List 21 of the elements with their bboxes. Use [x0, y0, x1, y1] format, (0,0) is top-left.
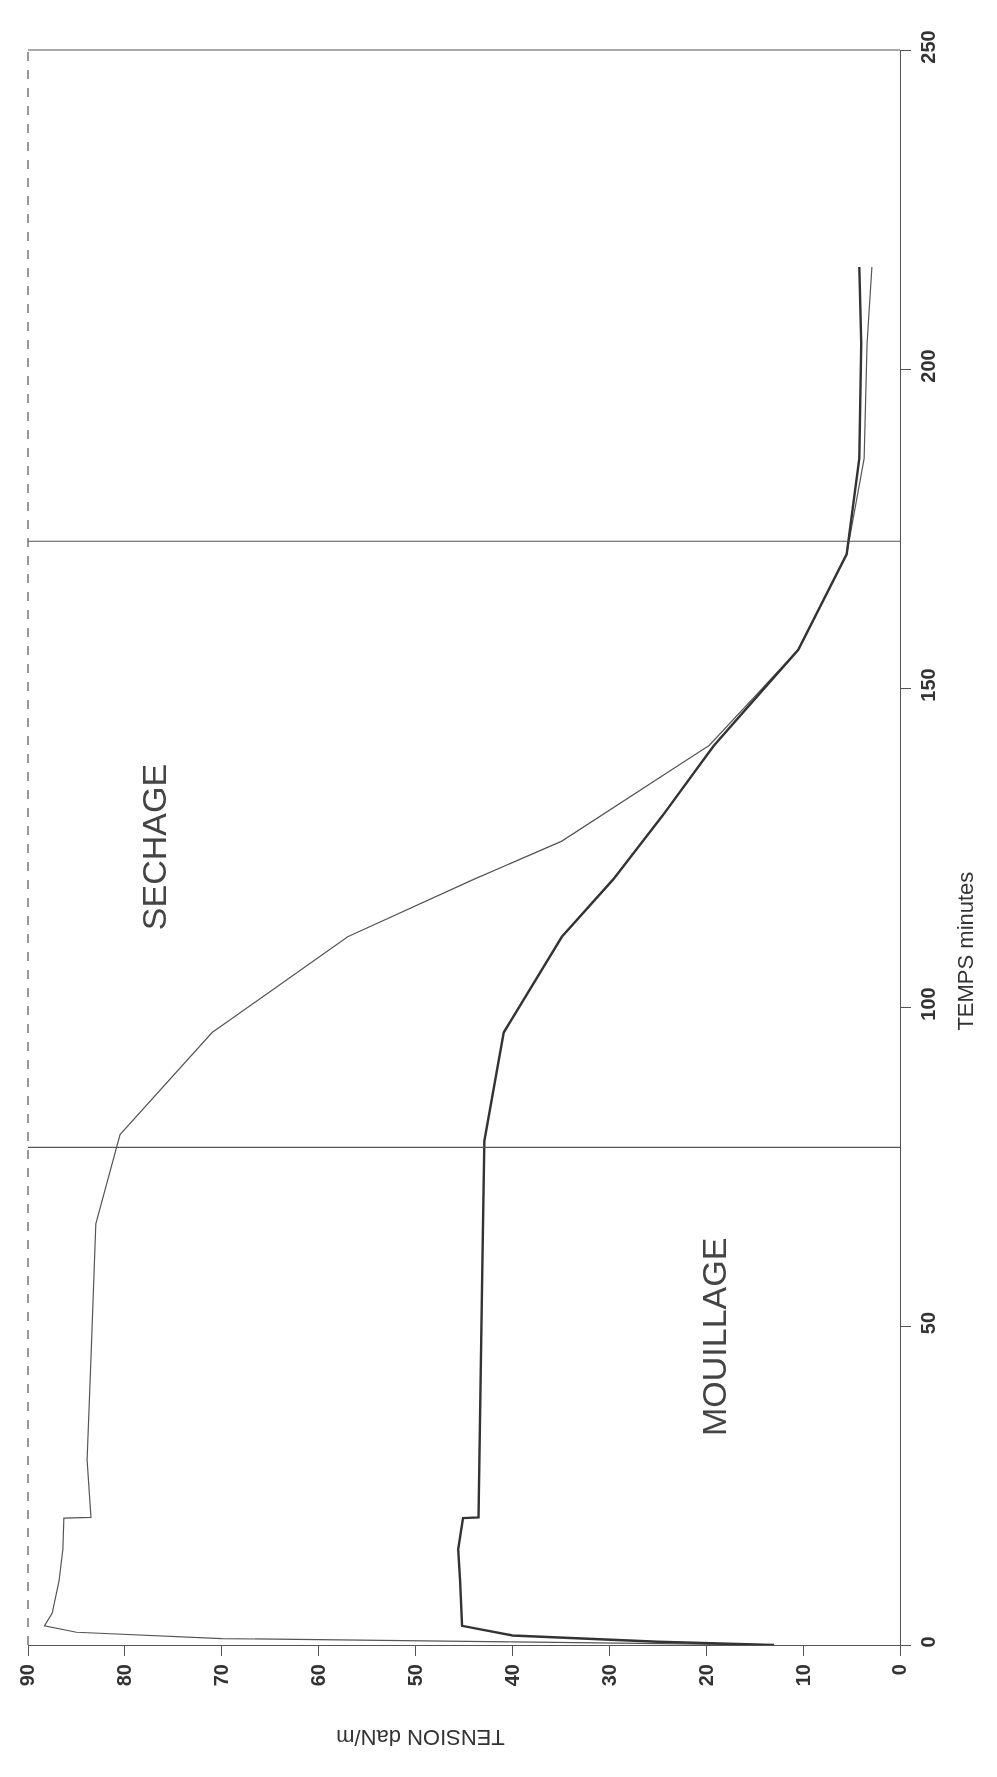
x-tick-label: 90: [16, 1664, 39, 1687]
annotation: MOUILLAGE: [694, 1237, 733, 1436]
y-tick-label: 50: [917, 1311, 940, 1335]
x-tick-label: 70: [210, 1664, 233, 1687]
y-tick-label: 200: [917, 349, 940, 383]
y-tick-label: 0: [917, 1636, 940, 1648]
x-tick-label: 50: [404, 1664, 427, 1687]
annotation: SECHAGE: [135, 763, 174, 931]
x-tick-label: 60: [307, 1664, 330, 1687]
line-series: [456, 265, 863, 1645]
y-tick-label: 150: [917, 668, 940, 702]
y-tick-label: 100: [917, 987, 940, 1021]
y-tick-label: 250: [917, 30, 940, 64]
x-tick-label: 20: [694, 1664, 717, 1687]
y-axis-title: TEMPS minutes: [953, 871, 979, 1031]
x-tick-label: 10: [791, 1664, 814, 1687]
x-tick-label: 40: [500, 1664, 523, 1687]
x-axis-title: TENSION daN/m: [336, 1725, 505, 1751]
x-tick-label: 80: [113, 1664, 136, 1687]
x-tick-label: 0: [888, 1664, 911, 1676]
x-tick-label: 30: [597, 1664, 620, 1687]
